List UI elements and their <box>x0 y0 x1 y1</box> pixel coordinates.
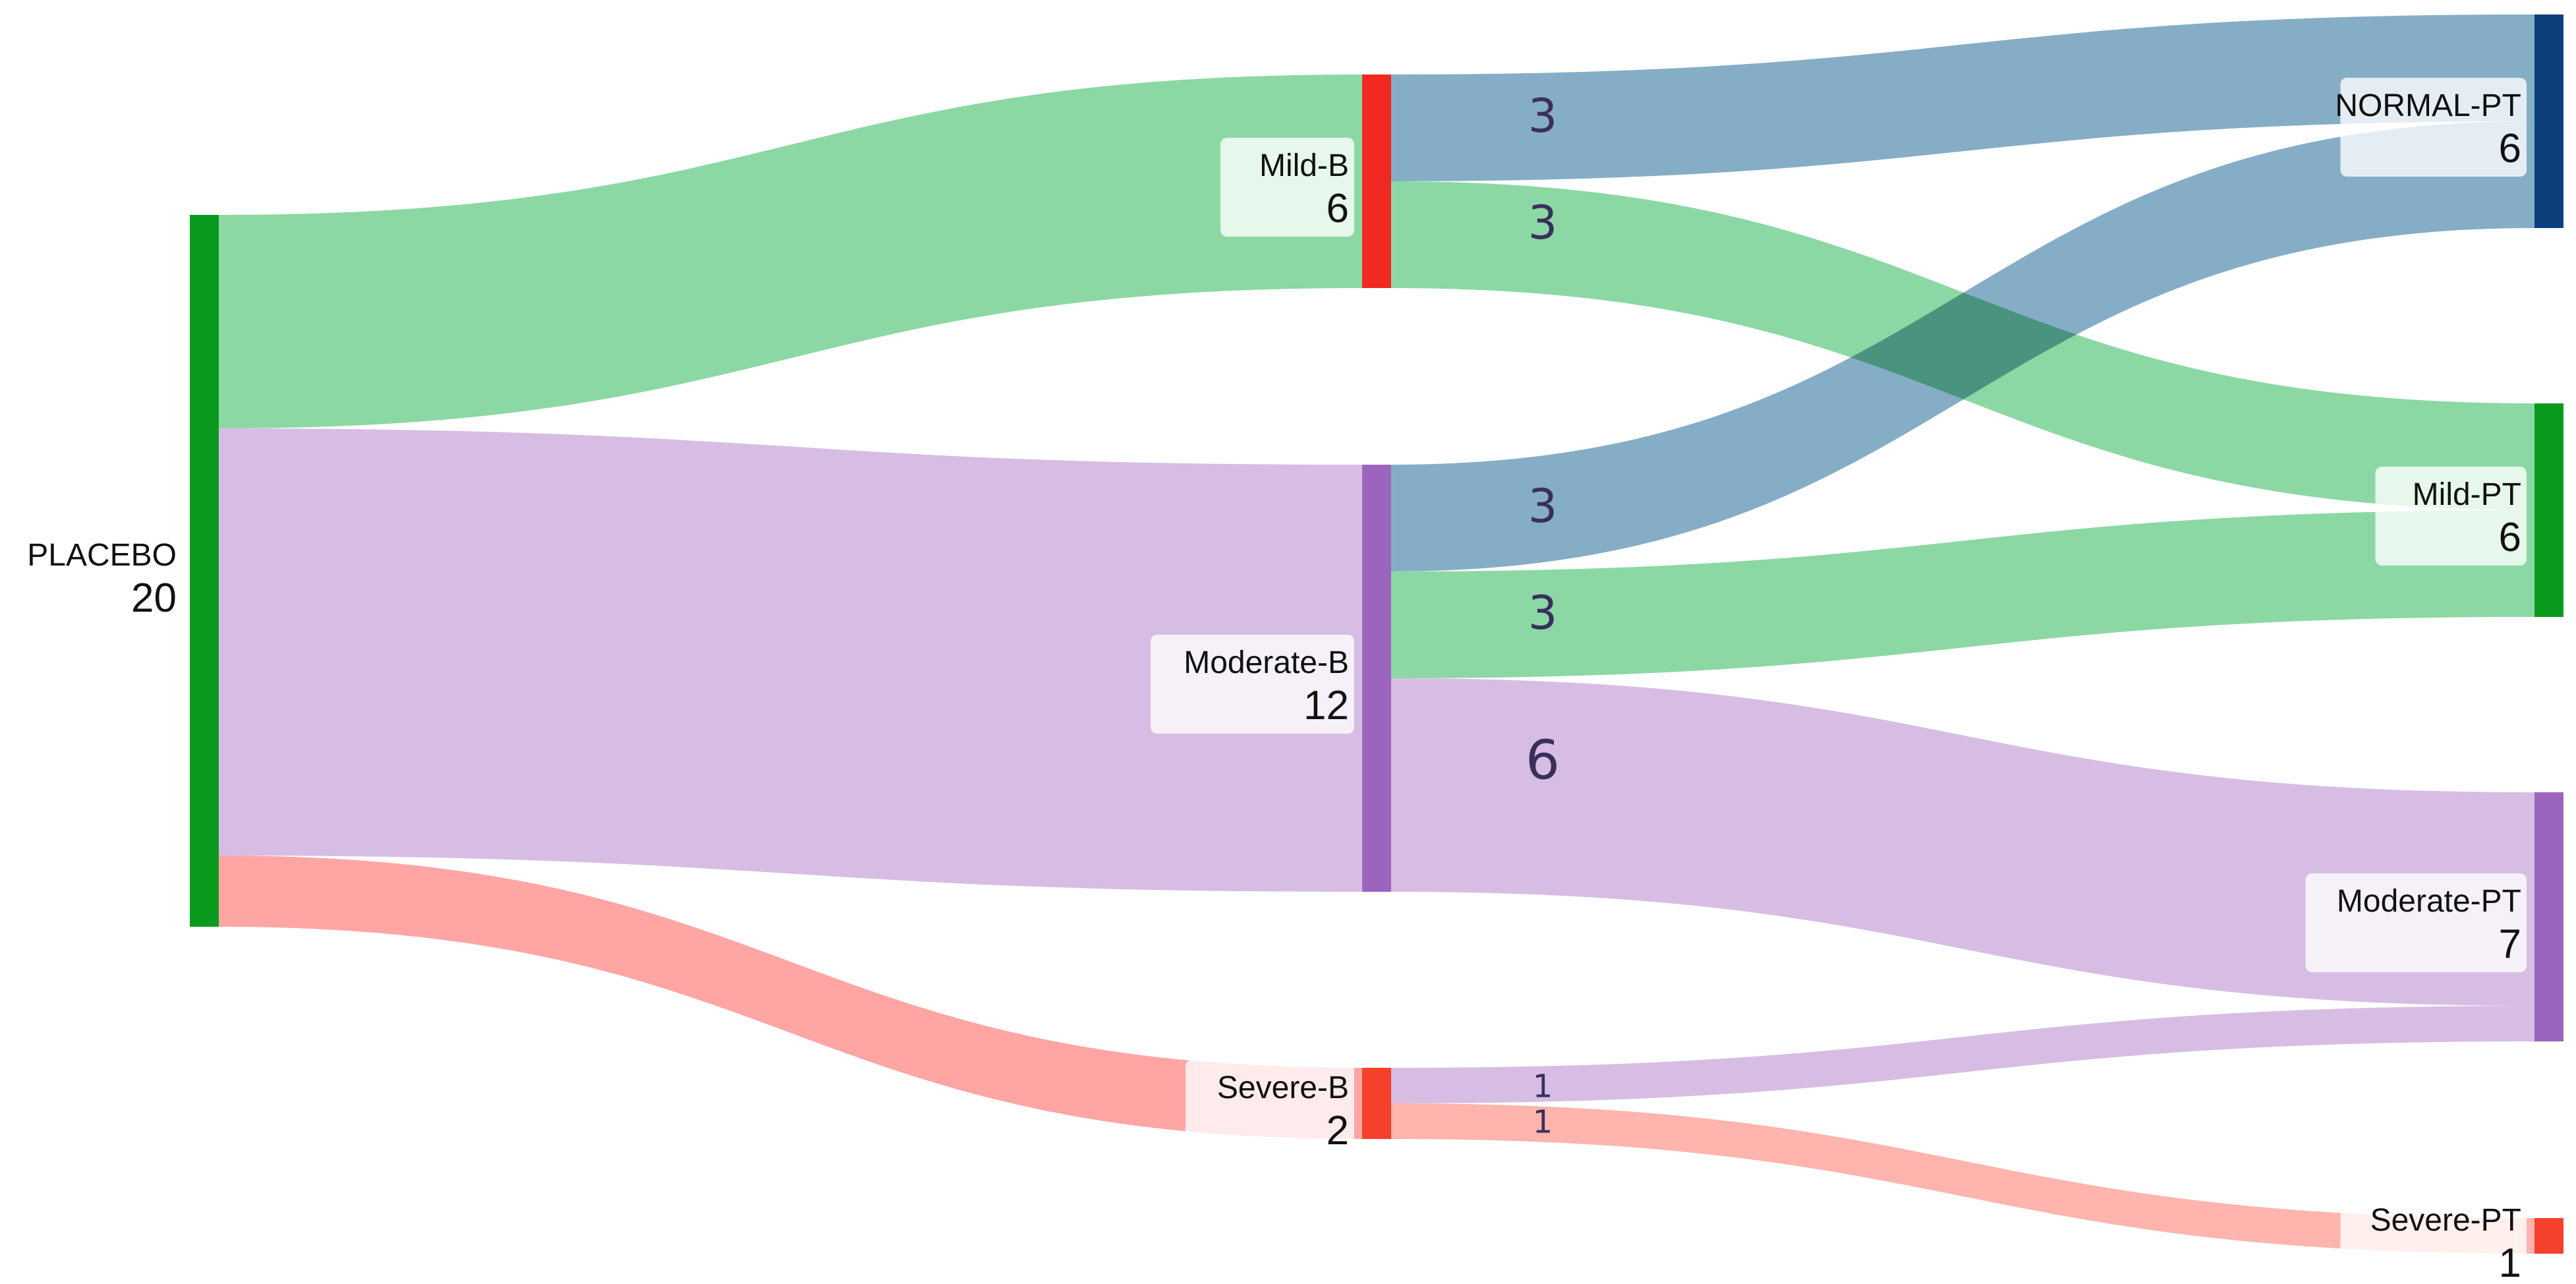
node-name-severe-pt: Severe-PT <box>2370 1203 2521 1238</box>
node-label-mild-pt: Mild-PT6 <box>2375 467 2527 566</box>
link-mild-b-to-normal-pt[interactable] <box>1391 15 2534 181</box>
node-value-severe-pt: 1 <box>2499 1240 2521 1284</box>
link-severe-b-to-severe-pt[interactable] <box>1391 1103 2534 1254</box>
node-name-placebo: PLACEBO <box>27 538 177 573</box>
node-name-severe-b: Severe-B <box>1217 1070 1349 1105</box>
node-name-mild-pt: Mild-PT <box>2413 477 2521 512</box>
node-label-moderate-b: Moderate-B12 <box>1151 635 1354 734</box>
node-mild-b[interactable] <box>1362 74 1391 288</box>
nodes-layer <box>190 15 2563 1254</box>
link-label-severe-b-to-severe-pt: 1 <box>1533 1103 1553 1140</box>
node-moderate-pt[interactable] <box>2534 792 2563 1041</box>
node-name-mild-b: Mild-B <box>1259 148 1349 183</box>
node-value-moderate-b: 12 <box>1303 683 1349 728</box>
node-severe-pt[interactable] <box>2534 1218 2563 1254</box>
link-label-severe-b-to-moderate-pt: 1 <box>1533 1068 1553 1105</box>
node-name-normal-pt: NORMAL-PT <box>2335 88 2521 123</box>
node-label-severe-pt: Severe-PT1 <box>2340 1192 2527 1284</box>
node-mild-pt[interactable] <box>2534 403 2563 617</box>
link-moderate-b-to-normal-pt[interactable] <box>1391 121 2534 571</box>
node-label-moderate-pt: Moderate-PT7 <box>2305 873 2527 972</box>
node-value-mild-b: 6 <box>1327 186 1349 231</box>
node-label-bg-mild-b <box>1220 138 1354 237</box>
link-label-moderate-b-to-mild-pt: 3 <box>1528 586 1558 640</box>
node-label-bg-normal-pt <box>2340 78 2527 177</box>
node-label-bg-moderate-pt <box>2305 873 2527 972</box>
node-name-moderate-pt: Moderate-PT <box>2337 884 2521 919</box>
node-label-severe-b: Severe-B2 <box>1186 1060 1354 1159</box>
node-value-mild-pt: 6 <box>2499 515 2521 560</box>
link-placebo-to-mild-b[interactable] <box>219 74 1362 428</box>
node-label-bg-mild-pt <box>2375 467 2527 566</box>
link-label-mild-b-to-mild-pt: 3 <box>1528 196 1558 250</box>
node-label-mild-b: Mild-B6 <box>1220 138 1354 237</box>
node-severe-b[interactable] <box>1362 1068 1391 1139</box>
link-placebo-to-moderate-b[interactable] <box>219 428 1362 892</box>
links-layer <box>219 15 2534 1254</box>
node-value-placebo: 20 <box>131 575 177 621</box>
link-moderate-b-to-moderate-pt[interactable] <box>1391 678 2534 1006</box>
link-label-moderate-b-to-normal-pt: 3 <box>1528 479 1558 533</box>
node-value-severe-b: 2 <box>1327 1108 1349 1153</box>
node-placebo[interactable] <box>190 215 219 927</box>
link-label-moderate-b-to-moderate-pt: 6 <box>1526 730 1560 792</box>
node-value-normal-pt: 6 <box>2499 126 2521 171</box>
link-severe-b-to-moderate-pt[interactable] <box>1391 1006 2534 1103</box>
node-label-bg-moderate-b <box>1151 635 1354 734</box>
link-labels-layer: 3 3 3 3 6 11 <box>1526 89 1560 1141</box>
node-label-normal-pt: NORMAL-PT6 <box>2335 78 2527 177</box>
node-moderate-b[interactable] <box>1362 465 1391 892</box>
node-value-moderate-pt: 7 <box>2499 921 2521 967</box>
node-labels-layer: PLACEBO20Mild-B6Moderate-B12Severe-B2NOR… <box>27 78 2527 1284</box>
node-label-bg-severe-pt <box>2340 1192 2527 1284</box>
link-placebo-to-severe-b[interactable] <box>219 856 1362 1139</box>
node-label-bg-severe-b <box>1186 1060 1354 1159</box>
link-label-mild-b-to-normal-pt: 3 <box>1528 89 1558 143</box>
node-name-moderate-b: Moderate-B <box>1184 645 1349 680</box>
node-normal-pt[interactable] <box>2534 15 2563 228</box>
link-moderate-b-to-mild-pt[interactable] <box>1391 510 2534 678</box>
